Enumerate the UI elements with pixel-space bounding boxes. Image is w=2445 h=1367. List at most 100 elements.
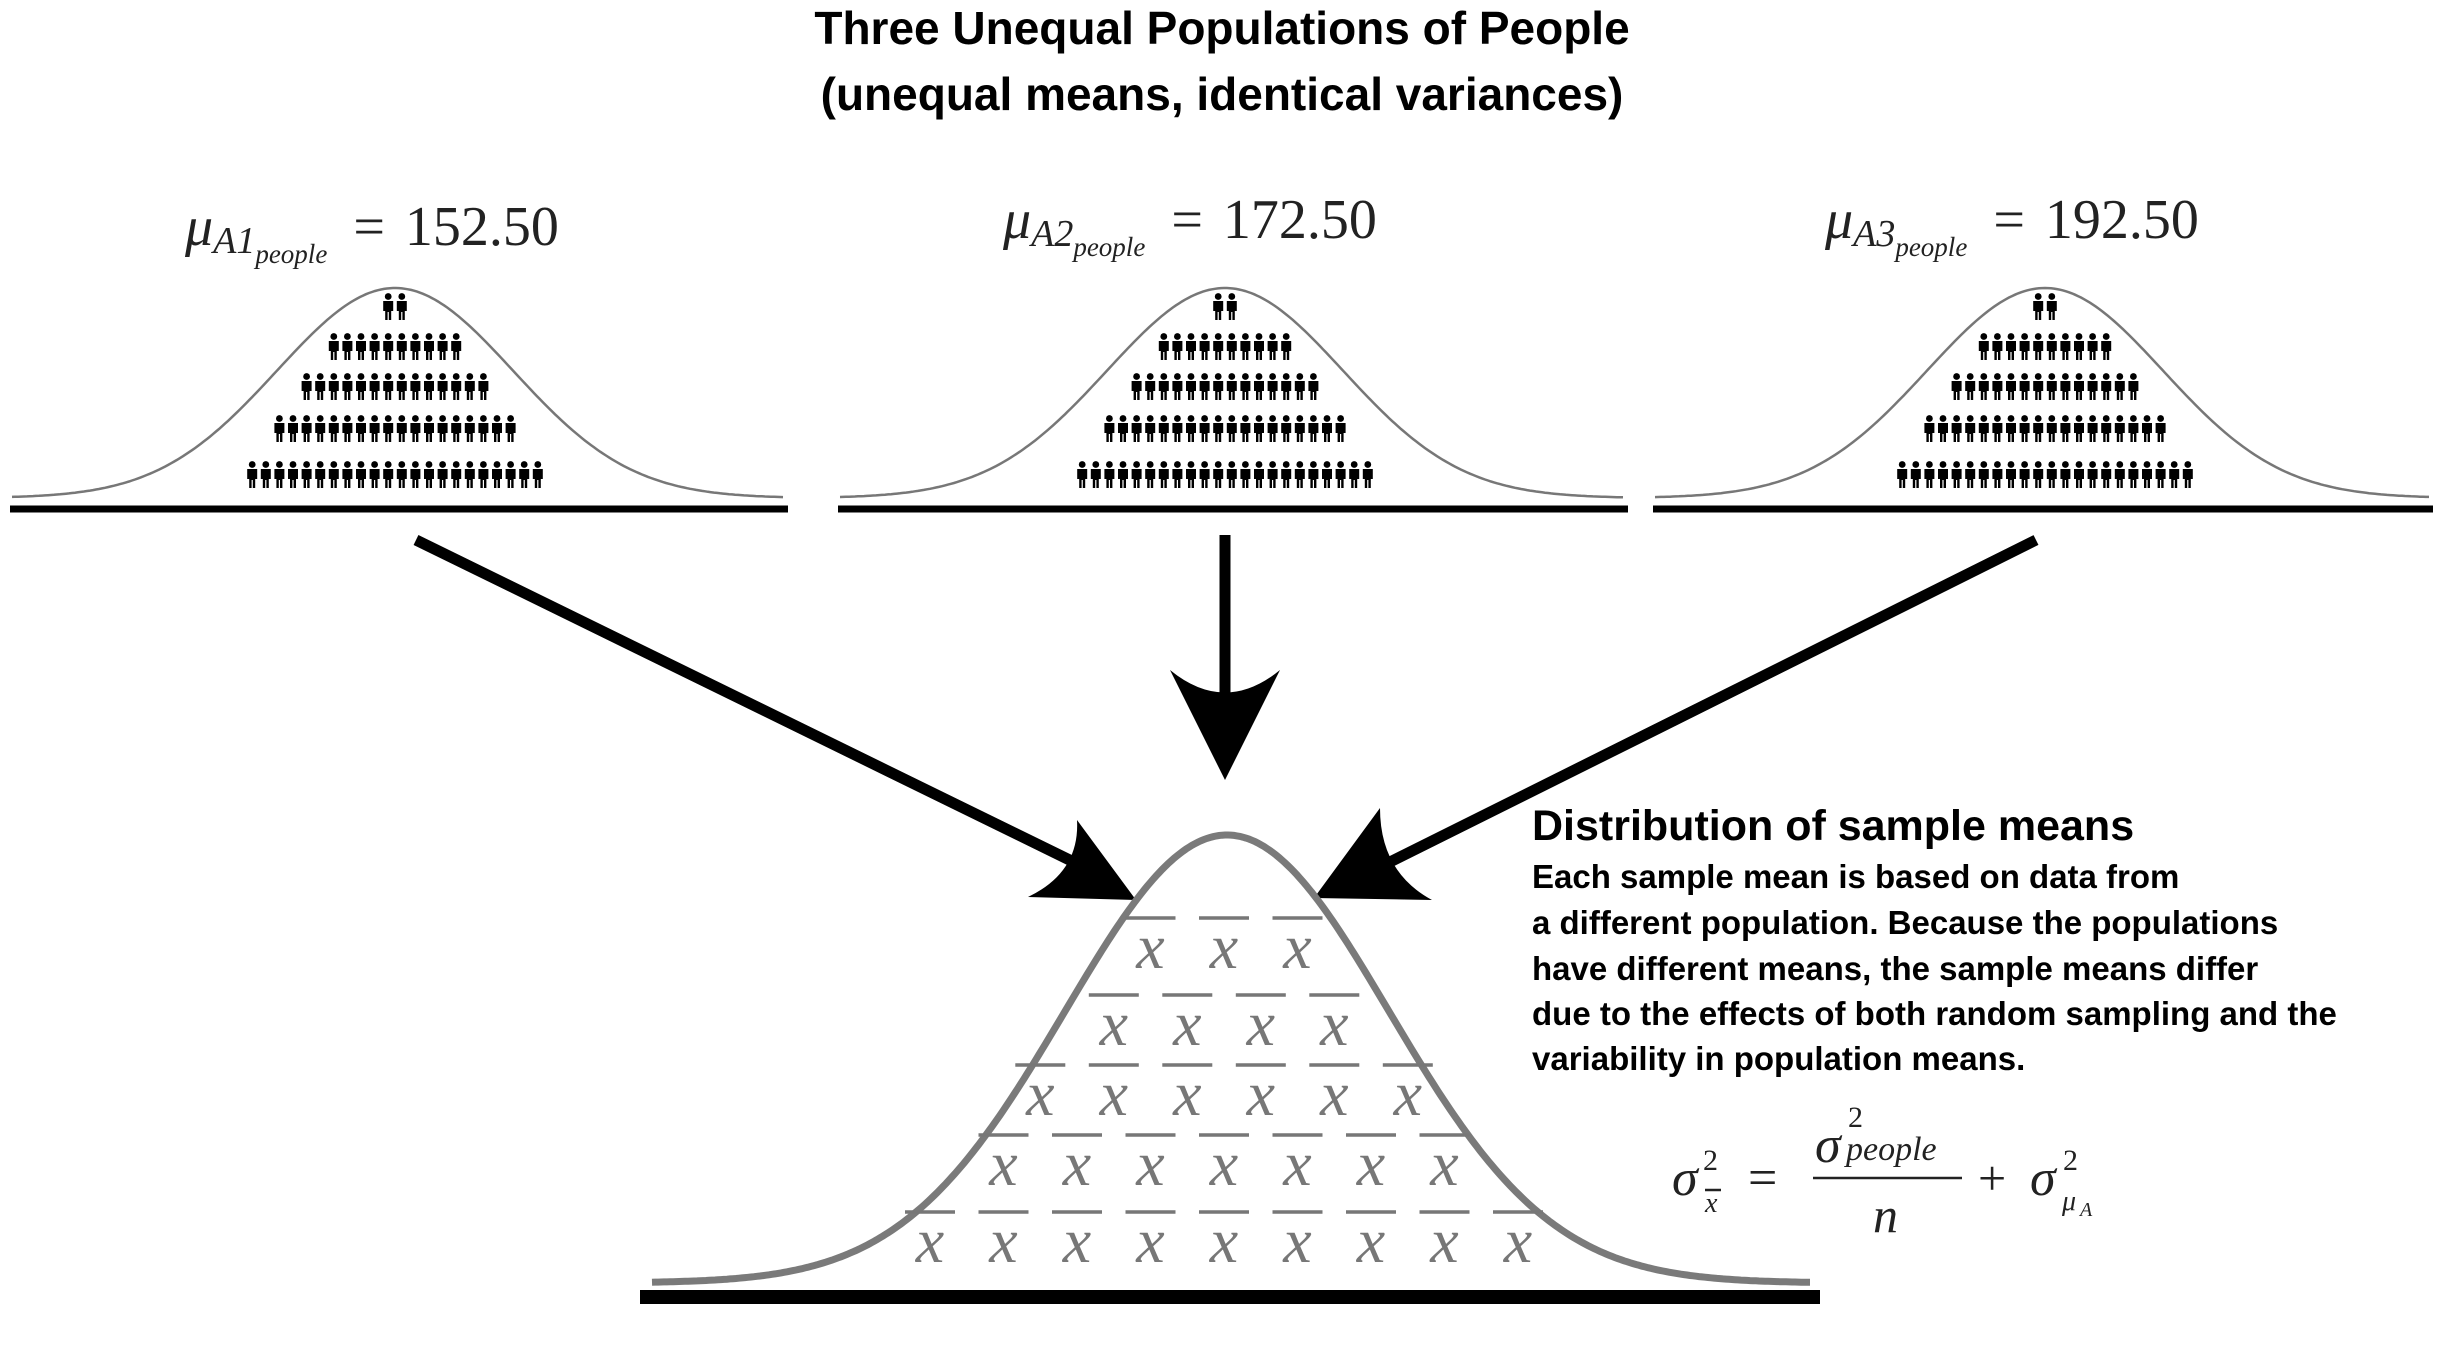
person-icon xyxy=(451,333,462,360)
person-icon xyxy=(1240,461,1251,488)
person-icon xyxy=(342,333,353,360)
sample-mean-symbol: x xyxy=(1429,1205,1458,1276)
formula-num-sub: people xyxy=(1844,1131,1937,1168)
person-icon xyxy=(2033,461,2044,488)
svg-text:μA2people=172.50: μA2people = 172.50 xyxy=(1002,189,1377,262)
sample-mean-symbol: x xyxy=(1356,1205,1385,1276)
person-icon xyxy=(383,293,394,320)
person-icon xyxy=(1104,415,1115,442)
mu-symbol: μ xyxy=(1002,189,1031,251)
mu-symbol: μ xyxy=(1824,189,1853,251)
person-icon xyxy=(1226,293,1237,320)
person-icon xyxy=(532,461,543,488)
person-icon xyxy=(1158,333,1169,360)
description-line-4: due to the effects of both random sampli… xyxy=(1532,995,2337,1032)
person-icon xyxy=(2060,415,2071,442)
person-icon xyxy=(2155,461,2166,488)
description-heading: Distribution of sample means xyxy=(1532,802,2134,850)
person-icon xyxy=(1992,461,2003,488)
description-line-1: Each sample mean is based on data from xyxy=(1532,858,2179,895)
person-icon xyxy=(478,461,489,488)
person-icon xyxy=(328,373,339,400)
person-icon xyxy=(1226,415,1237,442)
person-icon xyxy=(1172,333,1183,360)
person-icon xyxy=(2087,415,2098,442)
person-icon xyxy=(1951,461,1962,488)
person-icon xyxy=(1199,373,1210,400)
person-icon xyxy=(1199,333,1210,360)
sample-mean-symbol: x xyxy=(1503,1205,1532,1276)
person-icon xyxy=(1077,461,1088,488)
formula-rhs-mu-sub: A xyxy=(2078,1199,2093,1221)
sample-mean-symbol: x xyxy=(1172,988,1201,1059)
person-icon xyxy=(1322,461,1332,488)
sample-means-distribution: x x xx x x xx x x x x xx x x x x x xx x x x x x x x x xyxy=(640,831,1820,1304)
person-icon xyxy=(492,415,502,442)
sample-mean-symbol: x xyxy=(1356,1128,1385,1199)
formula-lhs-power: 2 xyxy=(1703,1144,1718,1177)
population-curve xyxy=(1654,286,2429,499)
description-block: Distribution of sample means Each sample… xyxy=(1532,802,2337,1077)
formula-rhs-power: 2 xyxy=(2063,1144,2078,1177)
mu-subscript: A3 xyxy=(1850,213,1895,255)
person-icon xyxy=(478,415,489,442)
person-icon xyxy=(1131,415,1142,442)
person-icon xyxy=(274,461,285,488)
person-icon xyxy=(464,461,475,488)
person-icon xyxy=(1240,373,1251,400)
person-icon xyxy=(342,415,353,442)
person-icon xyxy=(451,373,462,400)
person-icon xyxy=(2019,373,2030,400)
population-mean-value: 192.50 xyxy=(2045,189,2199,251)
person-icon xyxy=(1254,373,1264,400)
person-icon xyxy=(1213,333,1224,360)
mu-sub-subscript: people xyxy=(1071,232,1145,262)
sample-mean-symbol: x xyxy=(1099,1058,1128,1129)
person-icon xyxy=(1104,461,1115,488)
person-icon xyxy=(410,333,421,360)
person-icon xyxy=(260,461,271,488)
person-icon xyxy=(2074,415,2084,442)
person-icon xyxy=(328,333,339,360)
person-icon xyxy=(356,373,366,400)
person-icon xyxy=(1294,373,1305,400)
person-icon xyxy=(2087,373,2098,400)
person-icon xyxy=(505,461,516,488)
person-icon xyxy=(288,415,298,442)
person-icon xyxy=(1308,373,1319,400)
person-icon xyxy=(1965,461,1976,488)
person-icon xyxy=(2128,415,2139,442)
description-line-5: variability in population means. xyxy=(1532,1040,2025,1077)
person-icon xyxy=(2114,373,2125,400)
person-icon xyxy=(396,333,407,360)
description-line-2: a different population. Because the popu… xyxy=(1532,904,2278,941)
person-icon xyxy=(2033,333,2044,360)
person-icon xyxy=(1978,373,1989,400)
person-icon xyxy=(424,373,434,400)
person-icon xyxy=(315,373,326,400)
person-icon xyxy=(1186,333,1196,360)
person-icon xyxy=(1131,373,1142,400)
person-icon xyxy=(1213,461,1224,488)
person-icon xyxy=(301,461,312,488)
person-icon xyxy=(1158,461,1169,488)
person-icon xyxy=(2046,373,2057,400)
sample-mean-symbol: x xyxy=(1209,1205,1238,1276)
person-icon xyxy=(356,333,366,360)
person-icon xyxy=(369,373,380,400)
person-icon xyxy=(2087,333,2098,360)
sample-mean-symbol: x xyxy=(1062,1128,1091,1199)
person-icon xyxy=(1199,461,1210,488)
formula-lhs-sub: x xyxy=(1704,1188,1718,1219)
sample-mean-symbol: x xyxy=(1319,988,1348,1059)
sample-mean-symbol: x xyxy=(1393,1058,1422,1129)
formula-rhs-sigma: σ xyxy=(2030,1150,2058,1207)
mu-sub-subscript: people xyxy=(1893,232,1967,262)
person-icon xyxy=(1322,415,1332,442)
person-icon xyxy=(2060,461,2071,488)
formula-denominator: n xyxy=(1873,1187,1898,1243)
person-icon xyxy=(1240,415,1251,442)
person-icon xyxy=(2101,333,2112,360)
sample-mean-symbol: x xyxy=(988,1128,1017,1199)
arrow-left xyxy=(413,535,1136,900)
